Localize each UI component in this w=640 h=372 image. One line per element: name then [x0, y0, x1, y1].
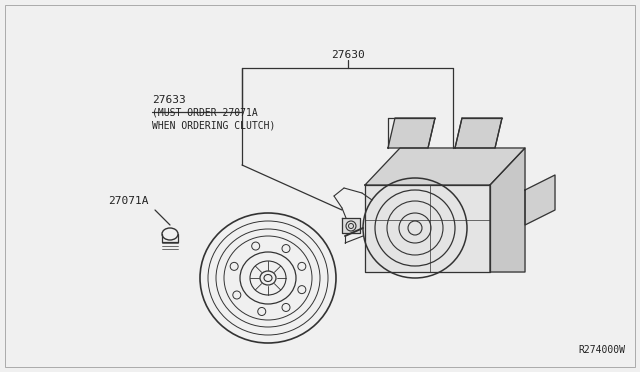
Polygon shape — [455, 118, 502, 148]
Text: 27633: 27633 — [152, 95, 186, 105]
Polygon shape — [365, 185, 490, 272]
Polygon shape — [365, 148, 525, 185]
Text: WHEN ORDERING CLUTCH): WHEN ORDERING CLUTCH) — [152, 120, 275, 130]
Text: 27071A: 27071A — [108, 196, 148, 206]
Polygon shape — [342, 218, 360, 233]
Text: 27630: 27630 — [331, 50, 365, 60]
Polygon shape — [388, 118, 435, 148]
Polygon shape — [490, 148, 525, 272]
Text: (MUST ORDER 27071A: (MUST ORDER 27071A — [152, 107, 258, 117]
Polygon shape — [525, 175, 555, 225]
Text: R274000W: R274000W — [578, 345, 625, 355]
